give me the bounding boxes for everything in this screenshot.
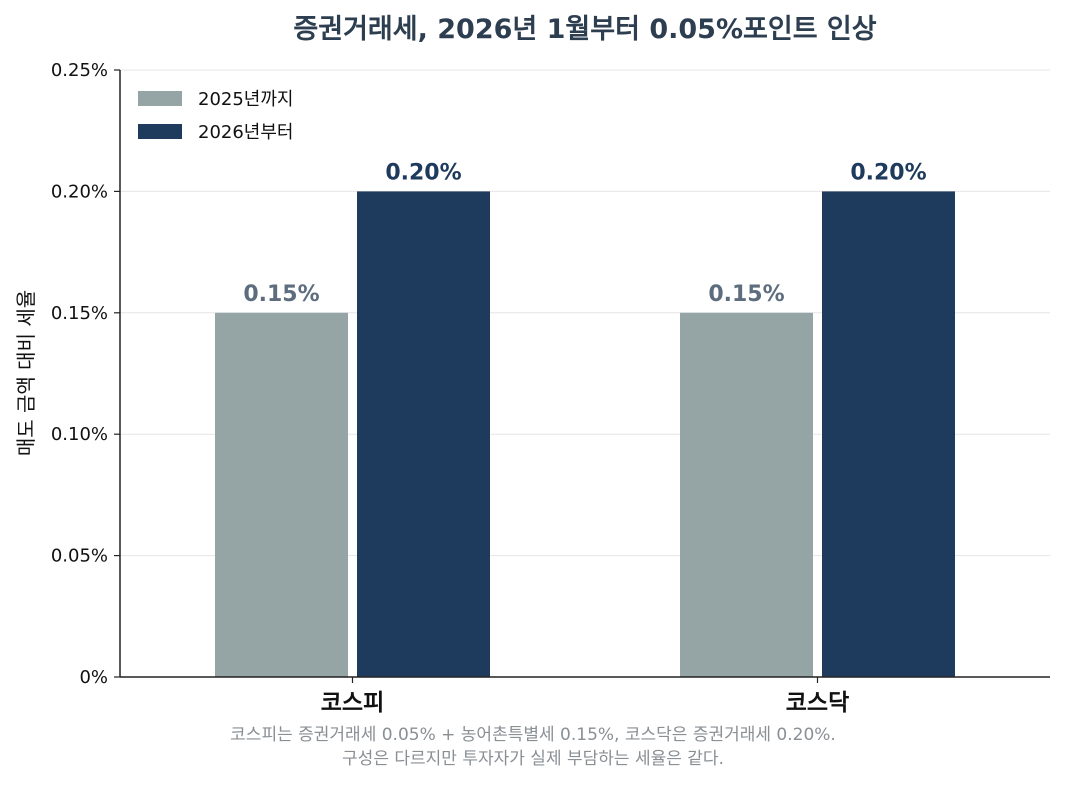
bar-new	[357, 191, 490, 677]
x-category-label: 코스닥	[786, 690, 849, 716]
bars	[215, 191, 955, 677]
y-tick-label: 0.10%	[51, 424, 108, 445]
bar-value-label: 0.20%	[385, 160, 461, 185]
x-category-label: 코스피	[321, 690, 384, 716]
x-ticks: 코스피 코스닥	[321, 677, 849, 716]
y-tick-label: 0.05%	[51, 546, 108, 567]
bar-value-label: 0.20%	[850, 160, 926, 185]
axes	[119, 70, 1050, 678]
bar-prior	[215, 312, 348, 677]
chart-title: 증권거래세, 2026년 1월부터 0.05%포인트 인상	[293, 14, 876, 45]
y-tick-label: 0.20%	[51, 181, 108, 202]
y-tick-label: 0%	[79, 667, 108, 688]
data-labels: 0.15% 0.20% 0.15% 0.20%	[243, 160, 926, 306]
y-tick-label: 0.25%	[51, 60, 108, 81]
bar-new	[822, 191, 955, 677]
y-axis-label: 매도 금액 대비 세율	[14, 290, 38, 456]
legend-label: 2026년부터	[198, 122, 294, 143]
bar-value-label: 0.15%	[243, 282, 319, 307]
chart-note-line-2: 구성은 다르지만 투자자가 실제 부담하는 세율은 같다.	[342, 749, 724, 769]
legend-label: 2025년까지	[198, 89, 294, 110]
legend: 2025년까지 2026년부터	[138, 89, 294, 143]
bar-prior	[680, 312, 813, 677]
bar-value-label: 0.15%	[708, 282, 784, 307]
chart-note-line-1: 코스피는 증권거래세 0.05% + 농어촌특별세 0.15%, 코스닥은 증권…	[230, 725, 836, 745]
y-tick-label: 0.15%	[51, 303, 108, 324]
y-ticks: 0% 0.05% 0.10% 0.15% 0.20% 0.25%	[51, 60, 120, 688]
legend-swatch	[138, 124, 182, 139]
legend-swatch	[138, 91, 182, 106]
